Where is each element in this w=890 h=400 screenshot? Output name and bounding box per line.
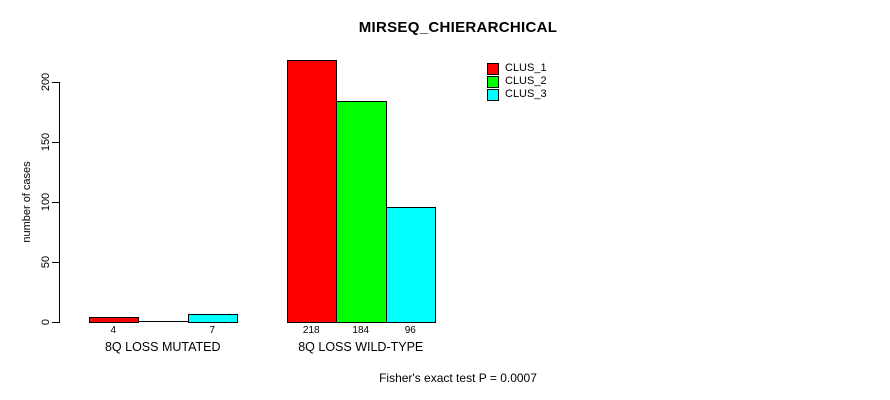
y-tick-mark bbox=[52, 262, 59, 263]
y-axis-line bbox=[59, 82, 60, 323]
y-tick-label: 200 bbox=[40, 72, 52, 92]
chart-title: MIRSEQ_CHIERARCHICAL bbox=[358, 19, 558, 36]
bar-clus_1-group1 bbox=[88, 317, 139, 323]
bar-value-label: 96 bbox=[404, 325, 416, 336]
y-tick-mark bbox=[52, 82, 59, 83]
x-category-label: 8Q LOSS WILD-TYPE bbox=[298, 340, 424, 354]
y-tick-mark bbox=[52, 322, 59, 323]
legend-swatch-icon bbox=[487, 75, 499, 88]
legend-swatch-icon bbox=[487, 62, 499, 75]
bar-clus_1-group2 bbox=[286, 60, 337, 323]
bar-clus_2-group2 bbox=[336, 101, 387, 323]
y-tick-label: 150 bbox=[40, 132, 52, 152]
legend-row: CLUS_1 bbox=[487, 62, 547, 75]
bar-clus_2-group1 bbox=[138, 321, 189, 322]
y-tick-mark bbox=[52, 142, 59, 143]
legend-swatch-icon bbox=[487, 88, 499, 101]
y-tick-label: 0 bbox=[40, 318, 52, 326]
y-axis-label: number of cases bbox=[21, 161, 33, 243]
bar-value-label: 4 bbox=[110, 325, 117, 336]
legend-label: CLUS_1 bbox=[505, 62, 547, 74]
annotation-text: Fisher's exact test P = 0.0007 bbox=[379, 371, 537, 385]
legend-row: CLUS_3 bbox=[487, 88, 547, 101]
legend-label: CLUS_3 bbox=[505, 88, 547, 100]
legend-label: CLUS_2 bbox=[505, 75, 547, 87]
bar-clus_3-group1 bbox=[187, 314, 238, 323]
y-tick-label: 50 bbox=[40, 255, 52, 269]
legend-row: CLUS_2 bbox=[487, 75, 547, 88]
y-tick-mark bbox=[52, 202, 59, 203]
bar-value-label: 7 bbox=[209, 325, 216, 336]
bar-value-label: 184 bbox=[352, 325, 370, 336]
x-category-label: 8Q LOSS MUTATED bbox=[104, 340, 221, 354]
bar-clus_3-group2 bbox=[385, 207, 436, 323]
bar-value-label: 218 bbox=[302, 325, 320, 336]
legend: CLUS_1 CLUS_2 CLUS_3 bbox=[487, 62, 547, 101]
y-tick-label: 100 bbox=[40, 192, 52, 212]
